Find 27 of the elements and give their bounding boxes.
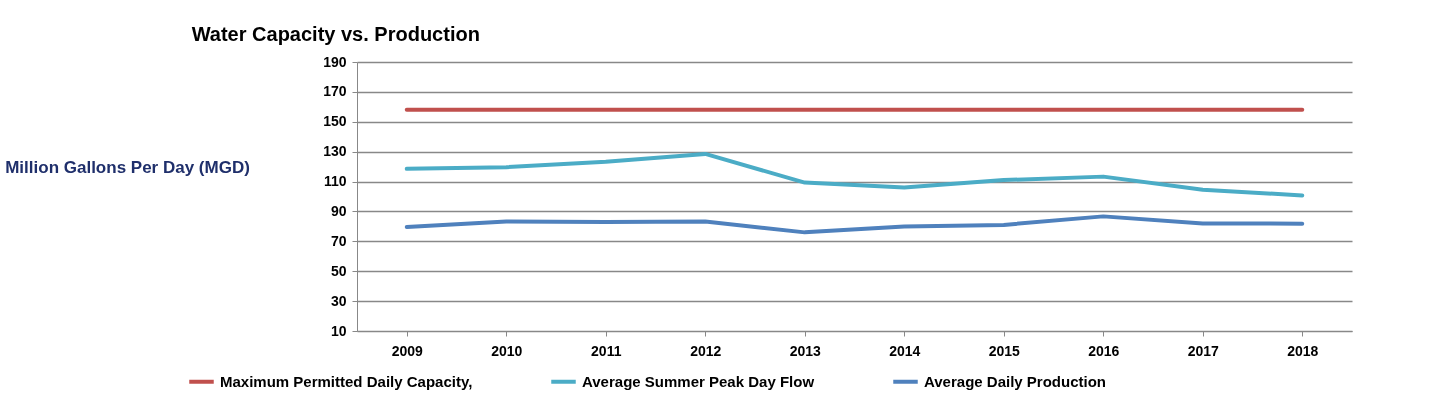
y-tick-label: 110 (323, 173, 347, 190)
x-tick-label: 2014 (889, 342, 921, 359)
x-tick-label: 2012 (690, 342, 722, 359)
y-tick-label: 30 (330, 292, 347, 309)
x-tick-label: 2015 (988, 342, 1021, 359)
chart-title: Water Capacity vs. Production (191, 23, 480, 45)
y-axis-title: Million Gallons Per Day (MGD) (5, 157, 250, 177)
x-tick-label: 2009 (391, 342, 424, 359)
y-tick-label: 150 (323, 113, 347, 130)
y-tick-label: 10 (330, 322, 347, 339)
x-tick-label: 2016 (1088, 342, 1120, 359)
legend-label: Average Summer Peak Day Flow (582, 372, 815, 390)
x-tick-label: 2017 (1187, 342, 1220, 359)
y-tick-label: 90 (330, 202, 347, 219)
y-tick-label: 130 (323, 143, 347, 160)
x-tick-label: 2013 (789, 342, 822, 359)
legend-label: Average Daily Production (924, 372, 1106, 390)
legend-label: Maximum Permitted Daily Capacity, (220, 372, 473, 390)
y-tick-label: 70 (330, 232, 347, 249)
y-tick-label: 50 (330, 262, 347, 279)
x-tick-label: 2011 (591, 342, 622, 359)
y-tick-label: 190 (323, 53, 347, 70)
x-tick-label: 2010 (491, 342, 523, 359)
y-tick-label: 170 (323, 83, 347, 100)
x-tick-label: 2018 (1287, 342, 1319, 359)
line-series (404, 214, 1305, 235)
line-series (404, 151, 1305, 198)
